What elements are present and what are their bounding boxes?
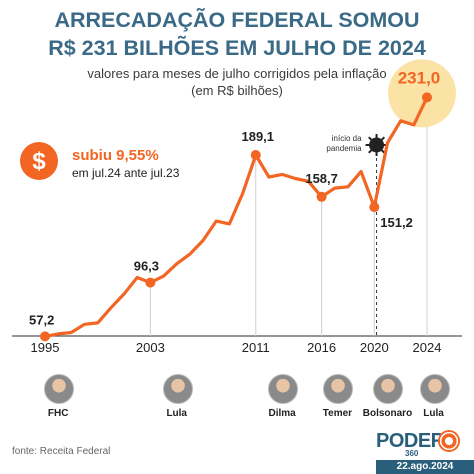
data-point-marker bbox=[145, 277, 156, 288]
data-label: 158,7 bbox=[305, 171, 338, 186]
highlight-circle bbox=[388, 59, 456, 128]
subtitle-line2: (em R$ bilhões) bbox=[191, 83, 283, 98]
brand-mark-icon bbox=[438, 430, 460, 452]
president-name: Lula bbox=[423, 408, 444, 419]
date-badge: 22.ago.2024 bbox=[376, 460, 474, 474]
x-tick-label: 2003 bbox=[136, 340, 165, 355]
brand-logo: PODER bbox=[376, 430, 445, 452]
president-photo-icon bbox=[44, 374, 75, 404]
president-name: Lula bbox=[166, 408, 187, 419]
president-name: Temer bbox=[322, 408, 353, 419]
data-label: 57,2 bbox=[29, 312, 54, 327]
virus-icon bbox=[365, 134, 388, 156]
source-note: fonte: Receita Federal bbox=[12, 446, 111, 457]
president-photo-icon bbox=[419, 374, 450, 404]
x-tick-label: 2011 bbox=[242, 340, 270, 355]
dollar-icon bbox=[20, 142, 58, 180]
data-point-marker bbox=[369, 202, 380, 213]
brand-logo-sub: 360 bbox=[405, 449, 419, 458]
x-tick-label: 2020 bbox=[360, 340, 389, 355]
president-photo-icon bbox=[162, 374, 193, 404]
president-name: FHC bbox=[47, 408, 69, 419]
x-tick-label: 1995 bbox=[31, 340, 60, 355]
data-series-line bbox=[43, 95, 429, 338]
data-label: 189,1 bbox=[241, 129, 274, 144]
callout-detail: em jul.24 ante jul.23 bbox=[72, 166, 180, 180]
president-name: Bolsonaro bbox=[362, 408, 413, 419]
data-label: 151,2 bbox=[380, 215, 413, 230]
dollar-symbol: $ bbox=[32, 148, 46, 175]
virus-body bbox=[369, 137, 385, 153]
pandemic-label-line2: pandemia bbox=[326, 144, 362, 153]
data-label: 231,0 bbox=[398, 68, 441, 87]
x-tick-label: 2016 bbox=[307, 340, 336, 355]
data-point-marker bbox=[40, 331, 50, 342]
x-tick-label: 2024 bbox=[413, 340, 442, 355]
president-name: Dilma bbox=[268, 408, 296, 419]
data-point-marker bbox=[250, 149, 261, 160]
pandemic-label-line1: início da bbox=[332, 134, 362, 143]
president-photo-icon bbox=[323, 374, 354, 404]
subtitle-line1: valores para meses de julho corrigidos p… bbox=[87, 66, 387, 81]
president-photo-icon bbox=[373, 374, 404, 404]
page-title-line2: R$ 231 BILHÕES EM JULHO DE 2024 bbox=[48, 36, 426, 60]
data-label: 96,3 bbox=[134, 259, 159, 274]
data-point-marker bbox=[422, 92, 432, 103]
page-title-line1: ARRECADAÇÃO FEDERAL SOMOU bbox=[54, 8, 420, 32]
callout-headline: subiu 9,55% bbox=[72, 147, 159, 164]
president-photo-icon bbox=[268, 374, 299, 404]
data-point-marker bbox=[316, 191, 327, 202]
